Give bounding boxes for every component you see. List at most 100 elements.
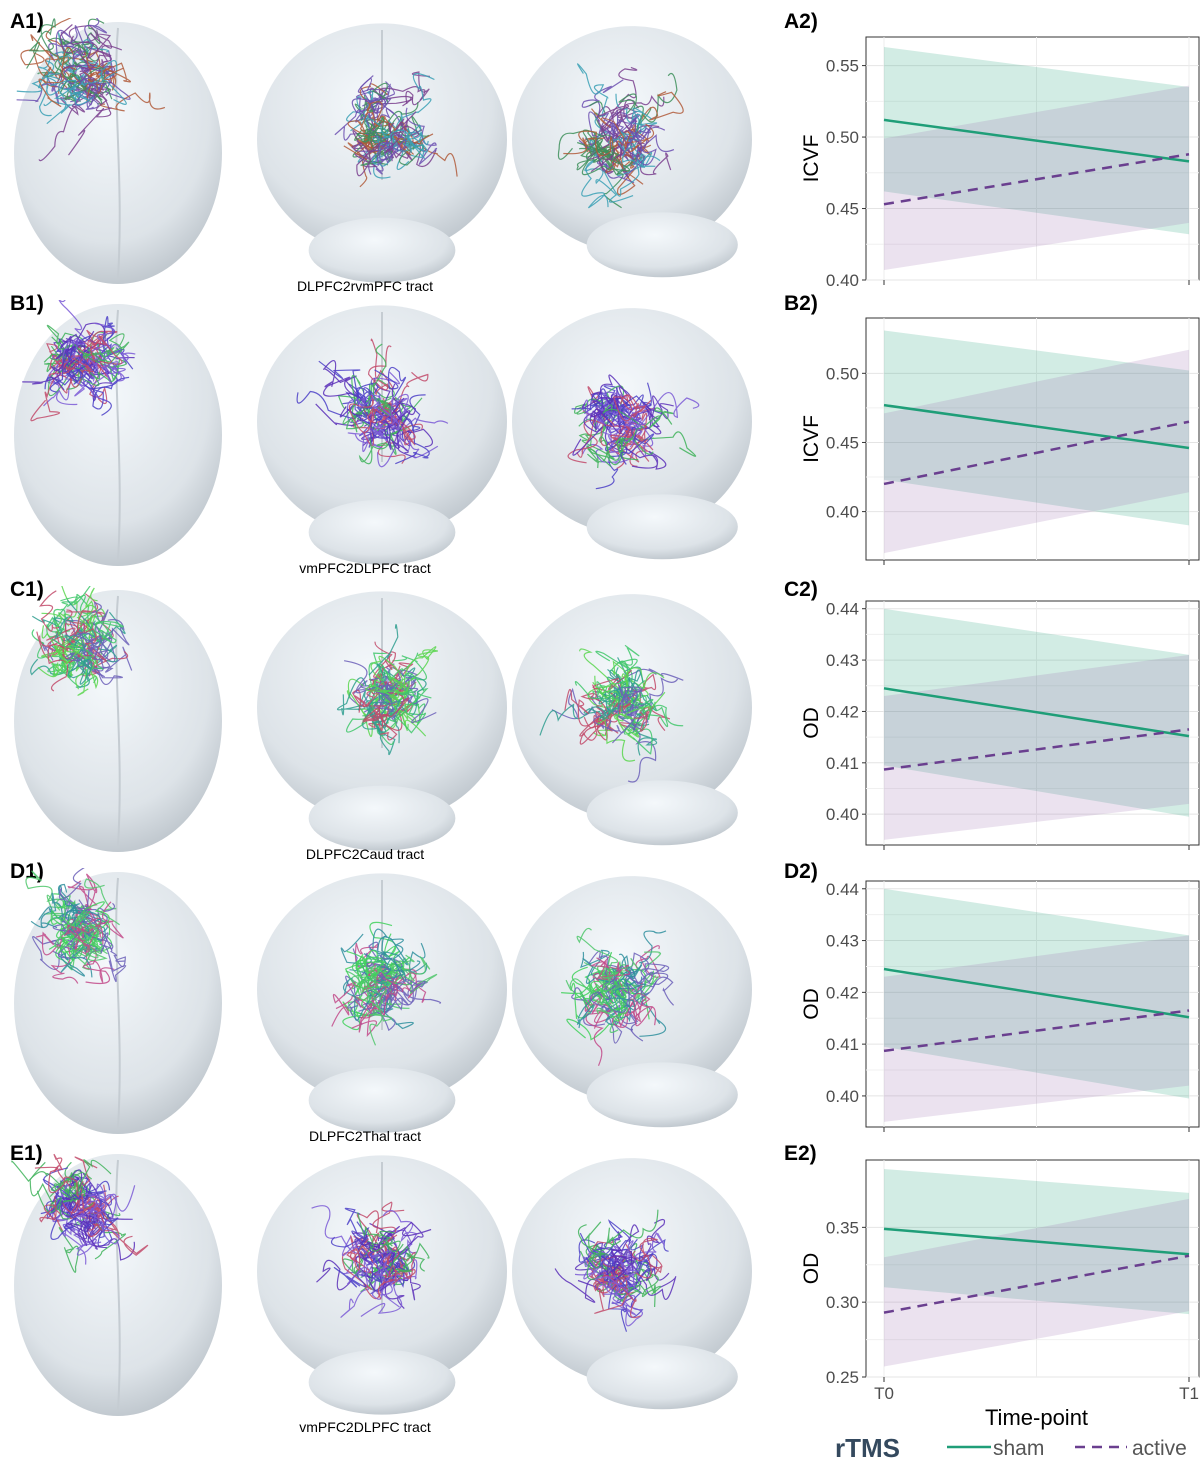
fiber-streamline <box>378 86 426 107</box>
fiber-streamline <box>54 911 99 959</box>
tract-caption: vmPFC2DLPFC tract <box>299 1419 431 1435</box>
fiber-streamline <box>318 360 379 397</box>
fiber-streamline <box>375 686 417 724</box>
fiber-streamline <box>64 634 93 671</box>
fiber-streamline <box>64 903 79 932</box>
sham-ci-ribbon <box>884 330 1189 526</box>
fiber-streamline <box>49 1171 83 1198</box>
fiber-streamline <box>618 439 667 470</box>
legend-svg: rTMS sham active <box>835 1433 1187 1463</box>
active-line <box>883 728 1190 771</box>
fiber-streamline <box>339 404 375 443</box>
fiber-streamline <box>594 1275 629 1295</box>
fiber-streamline <box>52 658 69 676</box>
tract-caption: DLPFC2Thal tract <box>308 1128 422 1144</box>
fiber-streamline <box>68 95 112 156</box>
fiber-streamline <box>627 725 657 783</box>
fiber-streamline <box>355 81 395 123</box>
fiber-streamline <box>347 424 384 449</box>
y-axis-label: ICVF <box>800 415 823 463</box>
fiber-streamline <box>380 954 415 986</box>
fiber-streamline <box>61 1188 94 1220</box>
fiber-streamline <box>25 870 65 910</box>
fiber-streamline <box>59 868 85 910</box>
y-axis-label: OD <box>800 707 823 739</box>
tract-caption: DLPFC2rvmPFC tract <box>296 278 434 294</box>
plot-panel <box>865 880 1200 1128</box>
fiber-streamline <box>342 989 382 1031</box>
fiber-streamline <box>400 394 426 441</box>
fiber-streamline <box>367 345 392 395</box>
fiber-streamline <box>63 1159 112 1195</box>
fiber-streamline <box>368 623 399 682</box>
fiber-streamline <box>75 658 93 685</box>
fiber-streamline <box>402 73 435 119</box>
fiber-streamline <box>624 721 653 755</box>
fiber-streamline <box>66 1222 98 1250</box>
fiber-streamline <box>367 1260 398 1284</box>
fiber-streamline <box>356 140 382 177</box>
fiber-streamline <box>599 689 621 721</box>
fiber-streamline <box>16 51 69 93</box>
fiber-streamline <box>57 940 98 962</box>
y-tick-label: 0.45 <box>826 433 859 452</box>
fiber-streamline <box>616 382 652 426</box>
legend-sham-label: sham <box>993 1437 1044 1460</box>
fiber-streamline <box>348 394 374 433</box>
fiber-streamline <box>336 677 367 716</box>
sham-line <box>883 687 1190 738</box>
fiber-streamline <box>574 681 620 701</box>
fiber-streamline <box>365 681 410 701</box>
fiber-streamline <box>70 909 102 941</box>
y-tick-label: 0.55 <box>826 57 859 76</box>
fiber-streamline <box>345 975 383 1003</box>
fiber-streamline <box>86 1193 117 1232</box>
fiber-streamline <box>603 145 640 197</box>
panel-label-left: A1) <box>10 10 44 33</box>
fiber-streamline <box>71 901 110 932</box>
fiber-streamline <box>37 645 80 678</box>
fiber-streamline <box>38 46 75 107</box>
fiber-streamline <box>82 925 108 955</box>
panel-label-right: E2) <box>784 1142 817 1165</box>
fiber-streamline <box>57 337 109 364</box>
brain-front-view <box>257 23 507 283</box>
fiber-streamline <box>34 1166 79 1197</box>
fiber-streamline <box>352 125 391 158</box>
fiber-streamline <box>330 1230 375 1253</box>
fiber-streamline <box>93 622 117 644</box>
fiber-streamline <box>366 933 404 988</box>
fiber-streamline <box>43 44 80 78</box>
brain-top-view <box>11 1153 222 1416</box>
fiber-streamline <box>360 78 392 114</box>
fiber-streamline <box>614 691 666 732</box>
fiber-streamline <box>370 655 404 692</box>
fiber-streamline <box>563 130 614 157</box>
fiber-streamline <box>576 147 611 171</box>
sham-line <box>883 967 1190 1019</box>
fiber-streamline <box>46 79 77 125</box>
brain-front-view <box>257 305 507 565</box>
plot-panel <box>865 600 1200 846</box>
brain-top-view <box>14 18 222 284</box>
fiber-streamline <box>351 977 398 1037</box>
fiber-streamline <box>30 374 67 422</box>
y-tick-label: 0.35 <box>826 1218 859 1237</box>
y-tick-label: 0.42 <box>826 983 859 1002</box>
fiber-streamline <box>67 924 111 985</box>
fiber-streamline <box>604 412 640 451</box>
plot-panel <box>865 36 1200 281</box>
fiber-streamline <box>81 931 105 951</box>
y-tick-label: 0.30 <box>826 1293 859 1312</box>
fiber-streamline <box>99 322 114 356</box>
fiber-streamline <box>63 359 98 387</box>
fiber-streamline <box>380 416 423 446</box>
fiber-streamline <box>589 961 622 982</box>
fiber-streamline <box>379 697 410 741</box>
fiber-streamline <box>392 646 437 699</box>
fiber-streamline <box>89 65 124 82</box>
fiber-streamline <box>357 387 376 411</box>
y-tick-label: 0.40 <box>826 503 859 522</box>
fiber-streamline <box>581 79 624 118</box>
fiber-streamline <box>353 112 394 152</box>
